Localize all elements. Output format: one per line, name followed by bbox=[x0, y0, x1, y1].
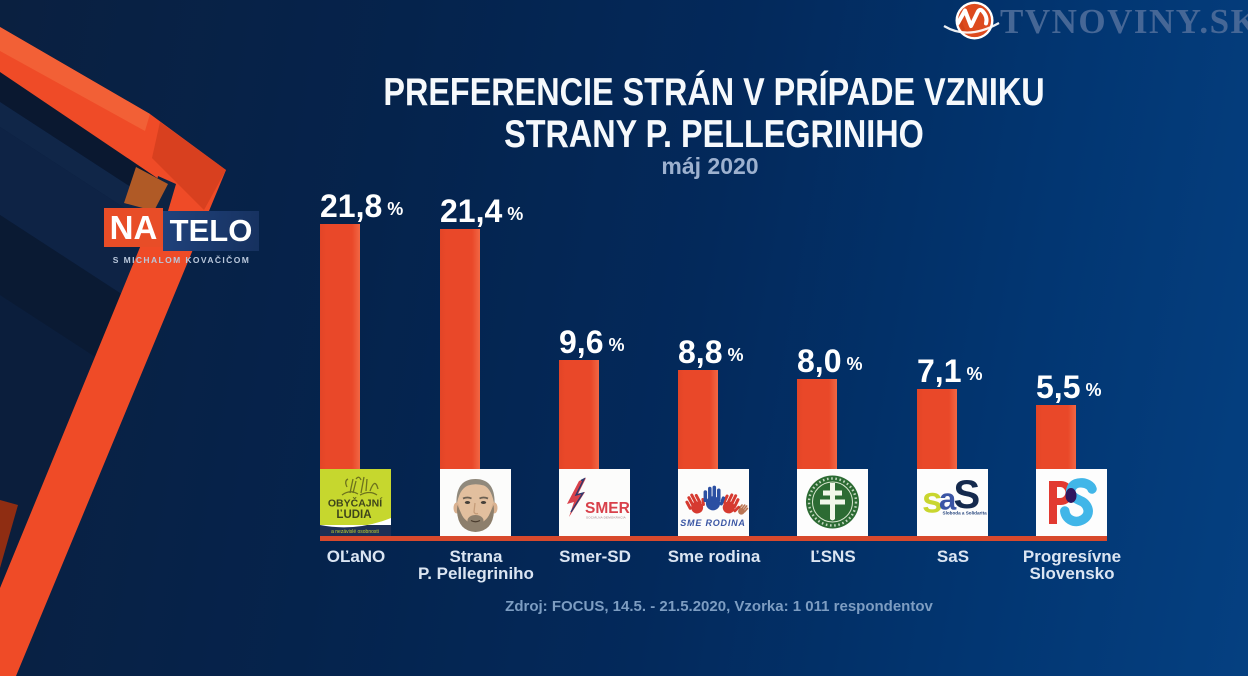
svg-text:Sloboda a Solidarita: Sloboda a Solidarita bbox=[943, 511, 988, 516]
svg-text:SOCIÁLNA DEMOKRACIA: SOCIÁLNA DEMOKRACIA bbox=[586, 516, 626, 520]
svg-text:a nezávislé osobnosti: a nezávislé osobnosti bbox=[331, 529, 379, 535]
svg-text:SME RODINA: SME RODINA bbox=[680, 518, 746, 528]
svg-text:SMER: SMER bbox=[585, 500, 630, 517]
svg-text:a: a bbox=[939, 482, 957, 517]
svg-text:S: S bbox=[954, 473, 981, 517]
svg-text:OBYČAJNÍ: OBYČAJNÍ bbox=[328, 497, 383, 510]
svg-text:s: s bbox=[922, 480, 943, 521]
svg-text:ĽUDIA: ĽUDIA bbox=[336, 509, 371, 521]
